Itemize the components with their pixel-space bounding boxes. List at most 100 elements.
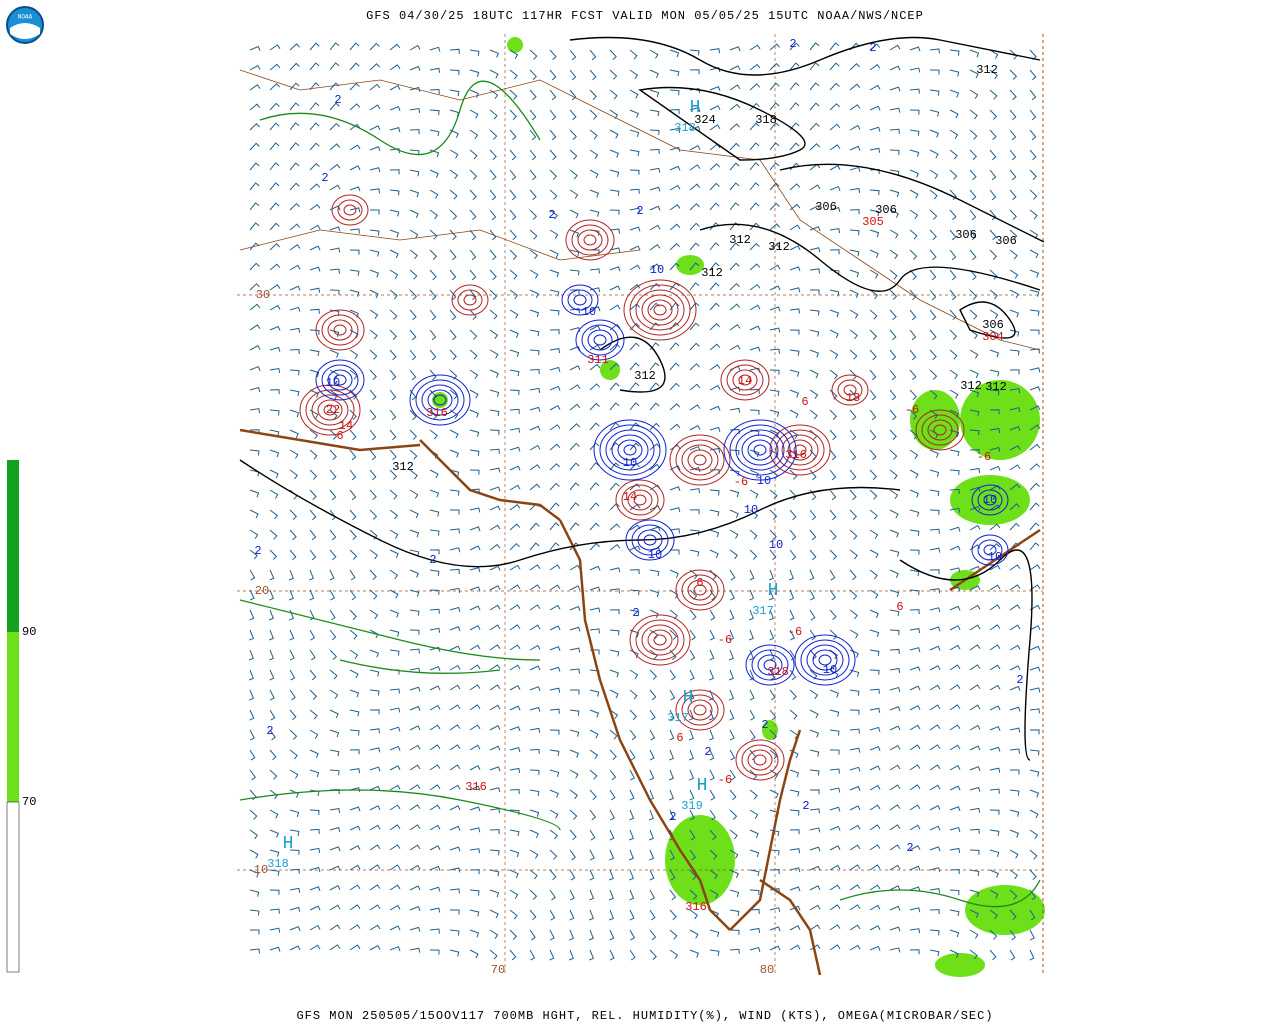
wind-barb — [469, 369, 479, 380]
wind-barb — [789, 689, 797, 700]
omega-label: 10 — [650, 263, 664, 277]
wind-barb — [569, 668, 580, 674]
wind-barb — [389, 105, 401, 111]
wind-barb — [869, 389, 877, 401]
wind-barb — [369, 805, 381, 811]
wind-barb — [849, 229, 860, 236]
wind-barb — [829, 864, 841, 871]
wind-barb — [869, 309, 878, 320]
rising-motion-contour — [565, 219, 615, 261]
wind-barb — [409, 905, 421, 911]
wind-barb — [288, 589, 294, 601]
wind-barb — [509, 289, 519, 300]
wind-barb — [949, 149, 958, 160]
wind-barb — [569, 189, 579, 199]
wind-barb — [609, 323, 621, 331]
wind-barb — [489, 524, 501, 531]
wind-barb — [529, 949, 536, 961]
sinking-motion-contour — [794, 634, 856, 686]
omega-label: 2 — [632, 606, 639, 620]
wind-barb — [849, 805, 861, 811]
wind-barb — [869, 189, 880, 196]
wind-barb — [1009, 169, 1017, 181]
wind-barb — [849, 549, 858, 560]
wind-barb — [809, 589, 815, 601]
wind-barb — [269, 83, 280, 91]
wind-barb — [509, 746, 521, 753]
omega-label: -6 — [905, 403, 919, 417]
wind-barb — [469, 389, 479, 399]
wind-barb — [469, 507, 481, 513]
wind-barb — [509, 49, 519, 59]
wind-barb — [969, 289, 978, 300]
wind-barb — [389, 609, 400, 618]
wind-barb — [729, 849, 739, 859]
wind-barb — [969, 524, 981, 531]
wind-barb — [749, 325, 761, 331]
wind-barb — [309, 308, 320, 314]
wind-barb — [789, 266, 801, 272]
height-label: 312 — [392, 460, 414, 474]
sinking-motion-contour — [977, 489, 1003, 511]
wind-barb — [429, 865, 441, 871]
wind-barb — [689, 69, 700, 75]
wind-barb — [909, 469, 919, 479]
wind-barb — [849, 145, 861, 151]
wind-barb — [369, 824, 381, 831]
wind-barb — [709, 182, 720, 191]
wind-barb — [729, 242, 740, 251]
wind-barb — [349, 609, 357, 620]
omega-label: 10 — [769, 538, 783, 552]
wind-barb — [989, 428, 1001, 434]
rising-motion-contour — [720, 359, 770, 401]
wind-barb — [509, 726, 521, 732]
wind-barb — [809, 789, 820, 795]
wind-barb — [809, 709, 819, 719]
wind-barb — [849, 124, 861, 131]
wind-barb — [469, 229, 477, 241]
wind-barb — [268, 629, 274, 641]
wind-barb — [589, 268, 600, 274]
height-contour — [599, 336, 666, 393]
wind-barb — [349, 249, 360, 255]
rising-motion-contour — [577, 229, 603, 251]
wind-barb — [289, 529, 297, 541]
wind-barb — [709, 789, 716, 801]
wind-barb — [849, 329, 858, 340]
wind-barb — [949, 389, 959, 399]
wind-barb — [269, 946, 281, 952]
wind-barb — [329, 846, 341, 852]
wind-barb — [509, 949, 517, 961]
wind-barb — [409, 449, 418, 460]
wind-barb — [1009, 789, 1020, 796]
wind-barb — [649, 382, 660, 391]
wind-barb — [389, 389, 397, 401]
height-label: 312 — [985, 380, 1007, 394]
colorbar-label: 70 — [22, 795, 36, 809]
wind-barb — [789, 809, 800, 816]
wind-barb — [489, 269, 497, 281]
wind-barb — [809, 62, 820, 71]
wind-barb — [549, 269, 560, 278]
wind-barb — [1009, 269, 1019, 279]
wind-barb — [689, 445, 701, 451]
wind-barb — [369, 785, 381, 791]
wind-barb — [309, 529, 317, 541]
wind-barb — [349, 82, 360, 91]
wind-barb — [789, 848, 801, 854]
rising-motion-contour — [693, 584, 707, 596]
wind-barb — [329, 349, 339, 358]
wind-barb — [369, 589, 378, 600]
wind-barb — [629, 264, 641, 271]
omega-label: 305 — [862, 215, 884, 229]
wind-barb — [529, 169, 537, 181]
wind-barb — [829, 123, 841, 131]
wind-barb — [669, 89, 680, 96]
wind-barb — [889, 369, 897, 381]
wind-barb — [409, 764, 421, 771]
wind-barb — [429, 309, 437, 321]
wind-barb — [689, 629, 696, 641]
wind-barb — [369, 549, 379, 560]
wind-barb — [449, 744, 461, 751]
wind-barb — [389, 884, 401, 891]
